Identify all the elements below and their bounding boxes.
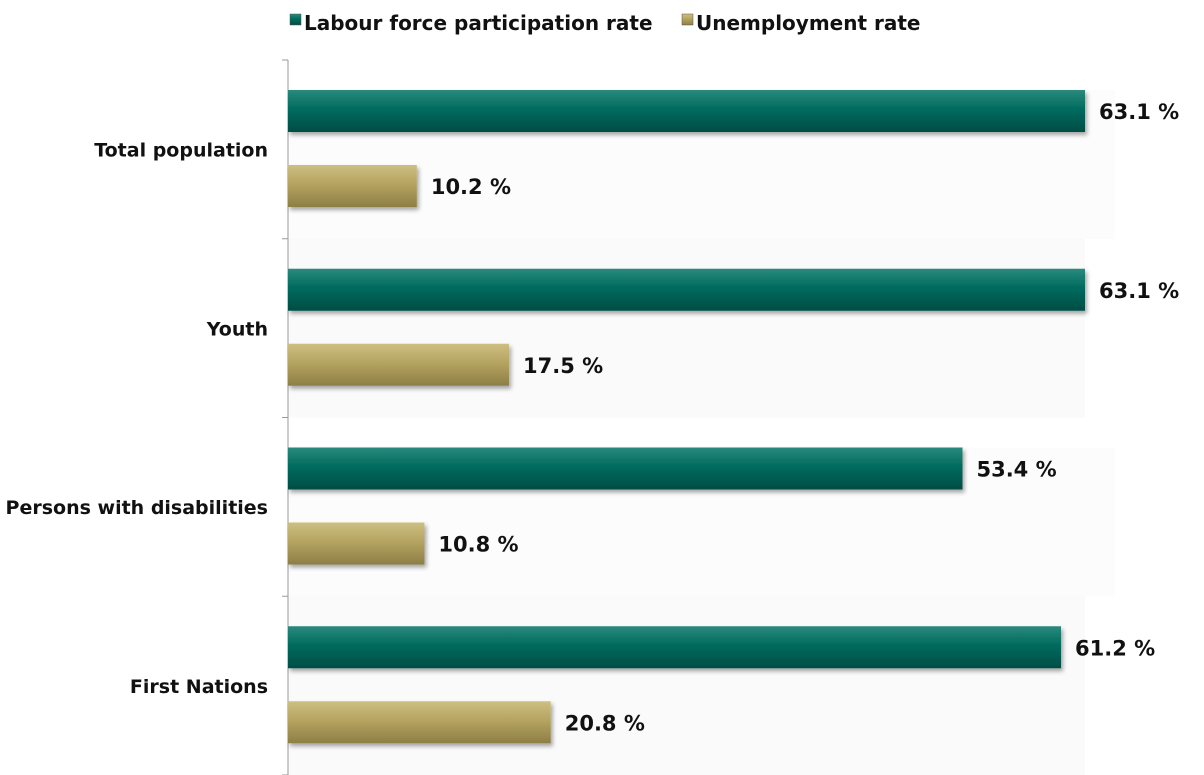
category-label: Persons with disabilities — [6, 497, 268, 519]
data-label: 61.2 % — [1075, 636, 1155, 660]
legend-label-0: Labour force participation rate — [304, 11, 653, 35]
bar-unemployment — [288, 701, 551, 744]
data-label: 63.1 % — [1099, 100, 1179, 124]
bar-unemployment — [288, 165, 417, 207]
data-label: 10.2 % — [431, 175, 511, 199]
category-label: First Nations — [130, 676, 268, 698]
data-label: 20.8 % — [565, 711, 645, 735]
category-band-1 — [288, 238, 1085, 418]
data-label: 63.1 % — [1099, 279, 1179, 303]
chart-bars — [288, 90, 1085, 744]
bar-participation — [288, 447, 963, 490]
legend-swatch-0 — [289, 13, 302, 26]
bar-participation — [288, 268, 1085, 311]
data-label: 17.5 % — [523, 354, 603, 378]
data-label: 10.8 % — [438, 533, 518, 557]
category-axis — [282, 59, 289, 775]
category-band-3 — [288, 596, 1085, 775]
data-label: 53.4 % — [976, 458, 1056, 482]
chart-legend: Labour force participation rate Unemploym… — [289, 11, 920, 35]
bar-participation — [288, 626, 1062, 669]
bar-unemployment — [288, 343, 510, 386]
bar-participation — [288, 90, 1085, 132]
category-label: Youth — [206, 318, 268, 340]
bar-unemployment — [288, 522, 425, 565]
legend-swatch-1 — [681, 13, 694, 26]
category-label: Total population — [94, 140, 268, 162]
chart-labels: Total population Youth Persons with disabi… — [6, 100, 1180, 735]
legend-label-1: Unemployment rate — [696, 11, 920, 35]
